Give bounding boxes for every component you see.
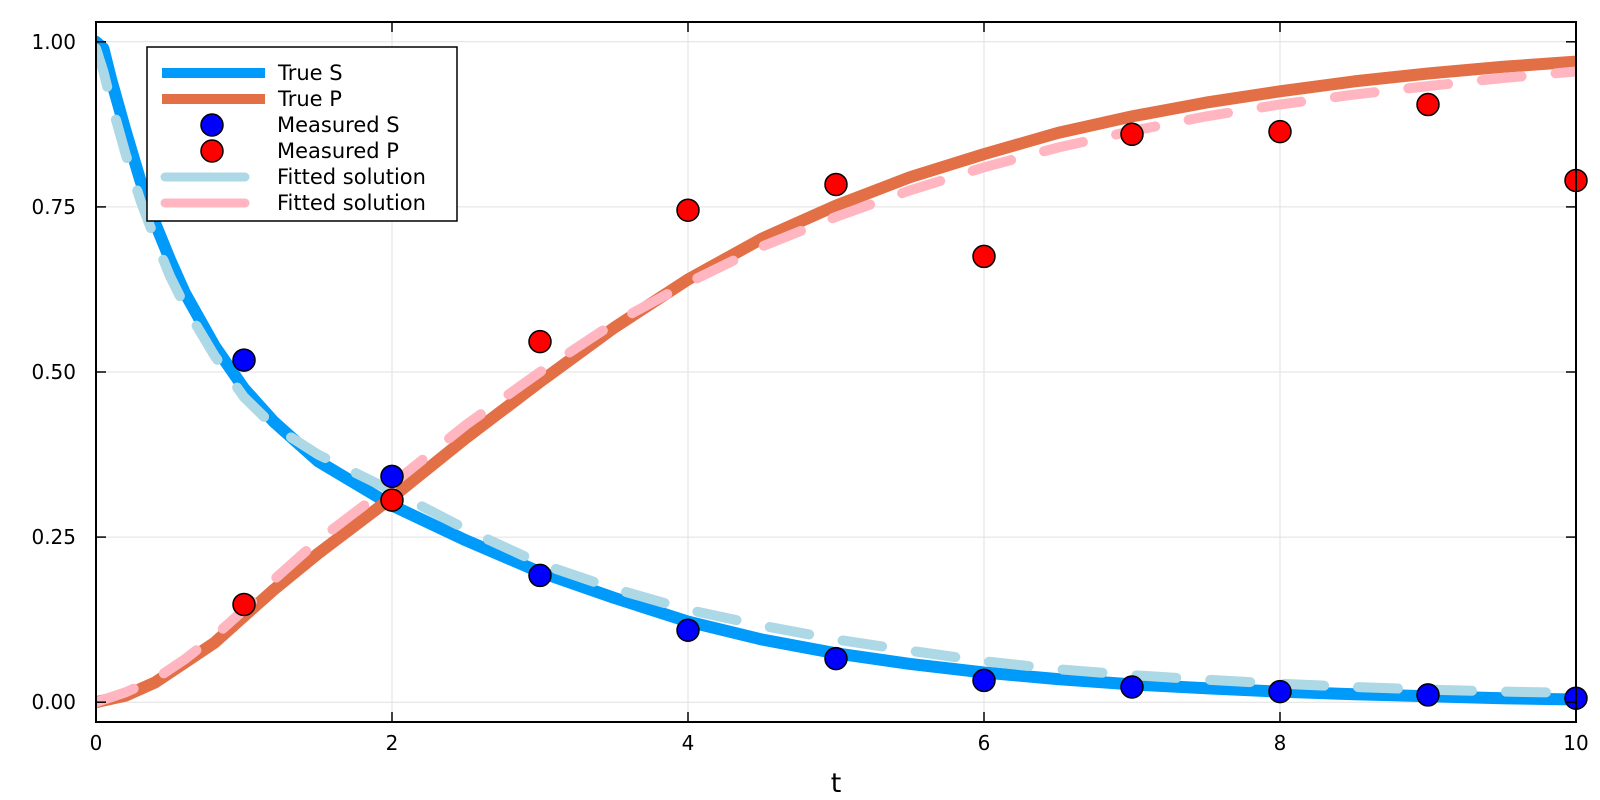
- data-point-measured-s: [528, 563, 552, 588]
- x-tick-label: 0: [90, 731, 103, 755]
- legend-label: Measured S: [277, 113, 400, 137]
- y-tick-label: 0.25: [31, 525, 76, 549]
- data-point-measured-s: [380, 464, 404, 489]
- data-point-measured-s: [676, 618, 700, 642]
- series-line-true-p: [96, 55, 1576, 709]
- data-point-measured-p: [1120, 122, 1144, 147]
- legend-symbol-marker: [200, 139, 224, 163]
- series-dashed-fitted-solution-5: [96, 66, 1576, 708]
- legend-label: Fitted solution: [277, 191, 426, 215]
- x-tick-label: 2: [386, 731, 399, 755]
- x-tick-label: 6: [978, 731, 991, 755]
- data-point-measured-s: [232, 348, 256, 372]
- legend-label: True P: [277, 87, 342, 111]
- y-tick-label: 0.75: [31, 195, 76, 219]
- series-dashed-fitted-solution-4: [96, 43, 1576, 698]
- data-point-measured-p: [528, 329, 552, 354]
- data-point-measured-s: [824, 646, 848, 671]
- axis-ticks: 0 2 4 6 8 10 0.00 0.25 0.50 0.75 1.00: [31, 22, 1589, 755]
- legend-symbol-marker: [200, 113, 224, 137]
- data-point-measured-s: [1416, 683, 1440, 707]
- x-axis-label: t: [831, 768, 842, 799]
- y-tick-label: 0.00: [31, 690, 76, 714]
- y-tick-label: 1.00: [31, 30, 76, 54]
- data-point-measured-s: [1120, 675, 1144, 699]
- data-point-measured-p: [972, 244, 996, 269]
- y-tick-label: 0.50: [31, 360, 76, 384]
- plot-series: [96, 35, 1588, 710]
- data-point-measured-p: [1416, 92, 1440, 117]
- data-point-measured-s: [1268, 679, 1292, 704]
- legend-label: Fitted solution: [277, 165, 426, 189]
- legend-label: True S: [277, 61, 343, 85]
- data-point-measured-p: [824, 172, 848, 197]
- data-point-measured-p: [676, 198, 700, 222]
- data-point-measured-p: [1268, 119, 1292, 144]
- data-point-measured-s: [972, 668, 996, 693]
- x-tick-label: 8: [1274, 731, 1287, 755]
- x-tick-label: 10: [1563, 731, 1588, 755]
- data-point-measured-p: [380, 488, 404, 512]
- data-point-measured-p: [232, 592, 256, 617]
- legend-label: Measured P: [277, 139, 399, 163]
- x-tick-label: 4: [682, 731, 695, 755]
